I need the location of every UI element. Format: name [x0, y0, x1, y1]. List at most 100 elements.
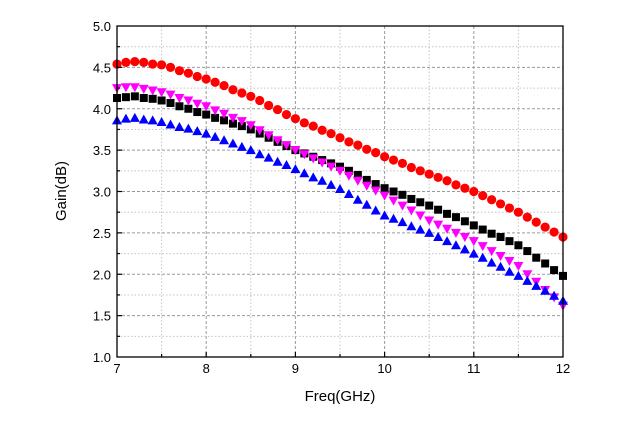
data-point-triangle-down [120, 83, 131, 93]
data-point-triangle-down [433, 220, 444, 230]
data-point-circle [504, 203, 515, 213]
data-point-triangle-up [459, 244, 470, 254]
data-point-circle [246, 91, 256, 101]
x-tick-label: 9 [292, 361, 299, 376]
data-point-circle [522, 212, 532, 222]
data-point-triangle-down [254, 126, 265, 136]
data-point-square [184, 104, 193, 113]
data-point-square [434, 205, 443, 214]
data-point-circle [299, 118, 309, 128]
series-blue-up-triangles [112, 112, 568, 305]
data-point-triangle-up [183, 123, 194, 133]
data-point-triangle-down [147, 86, 158, 96]
data-point-triangle-up [120, 113, 131, 123]
y-tick-labels: 1.0 1.5 2.0 2.5 3.0 3.5 4.0 4.5 5.0 [93, 19, 111, 365]
data-point-triangle-up [201, 128, 212, 138]
data-point-square [469, 221, 478, 230]
data-point-triangle-down [406, 206, 417, 216]
data-point-triangle-down [335, 166, 345, 176]
series-red-circles [112, 56, 568, 242]
data-point-triangle-up [495, 261, 506, 271]
data-point-triangle-up [290, 164, 301, 174]
data-point-triangle-down [219, 109, 230, 119]
data-point-circle [433, 172, 443, 183]
data-point-square [523, 247, 532, 256]
data-point-triangle-down [459, 233, 470, 243]
data-point-circle [264, 100, 274, 111]
data-point-triangle-down [361, 181, 372, 191]
data-point-circle [290, 114, 300, 124]
data-point-triangle-down [486, 247, 497, 257]
data-point-triangle-down [183, 96, 194, 106]
data-point-circle [183, 68, 193, 78]
data-point-triangle-up [281, 160, 292, 170]
data-point-triangle-up [254, 149, 265, 159]
data-point-triangle-up [522, 275, 533, 285]
data-point-triangle-down [308, 154, 319, 164]
data-point-circle [317, 125, 327, 135]
data-point-circle [139, 57, 149, 68]
x-tick-label: 7 [113, 361, 120, 376]
data-point-square [344, 166, 353, 175]
data-point-triangle-up [379, 210, 390, 220]
y-tick-label: 4.0 [93, 102, 111, 117]
data-point-triangle-up [531, 280, 542, 290]
data-point-triangle-down [477, 242, 488, 252]
data-point-square [407, 194, 416, 203]
data-point-square [460, 217, 469, 226]
data-point-circle [210, 77, 220, 87]
data-point-triangle-down [343, 171, 354, 181]
data-point-square [130, 92, 139, 101]
data-point-circle [272, 104, 283, 115]
data-point-triangle-up [450, 240, 461, 250]
data-point-triangle-up [415, 224, 426, 234]
y-tick-label: 2.5 [93, 226, 111, 241]
data-point-square [398, 190, 407, 199]
series-magenta-down-triangles [112, 83, 568, 311]
data-point-triangle-up [406, 221, 417, 231]
x-tick-label: 10 [377, 361, 391, 376]
data-series [112, 56, 568, 311]
data-point-square [166, 98, 175, 107]
data-point-triangle-up [317, 175, 328, 185]
data-point-circle [219, 80, 229, 91]
data-point-triangle-up [424, 227, 435, 237]
data-point-circle [424, 169, 434, 179]
data-point-triangle-down [236, 117, 247, 127]
data-point-circle [157, 60, 167, 70]
data-point-triangle-up [397, 217, 408, 227]
data-point-square [487, 229, 496, 238]
axis-ticks [117, 46, 520, 357]
data-point-circle [478, 191, 488, 201]
data-point-triangle-down [245, 121, 256, 131]
x-tick-labels: 7 8 9 10 11 12 [113, 361, 570, 376]
data-point-triangle-up [245, 145, 256, 155]
data-point-triangle-down [397, 201, 408, 211]
data-point-triangle-down [210, 106, 221, 116]
data-point-square [228, 119, 237, 128]
data-point-triangle-up [236, 141, 247, 151]
data-point-square [550, 266, 559, 275]
data-point-square [389, 187, 398, 196]
data-point-triangle-down [513, 261, 524, 271]
data-point-square [202, 110, 211, 119]
data-point-circle [344, 137, 354, 147]
data-point-circle [362, 144, 372, 154]
data-point-triangle-down [415, 211, 426, 221]
data-point-square [380, 184, 389, 193]
data-point-square [478, 225, 487, 234]
data-point-triangle-down [326, 162, 337, 172]
data-point-circle [281, 109, 292, 120]
data-point-triangle-up [477, 252, 488, 262]
data-point-triangle-up [165, 119, 176, 129]
data-point-triangle-up [343, 188, 354, 198]
y-tick-label: 4.5 [93, 60, 111, 75]
data-point-triangle-up [263, 152, 274, 162]
data-point-triangle-down [522, 270, 533, 280]
data-point-triangle-up [388, 213, 399, 223]
data-point-triangle-up [442, 236, 453, 246]
data-point-circle [192, 71, 202, 82]
data-point-triangle-down [165, 90, 176, 100]
data-point-triangle-down [504, 257, 515, 267]
data-point-triangle-down [201, 102, 212, 112]
